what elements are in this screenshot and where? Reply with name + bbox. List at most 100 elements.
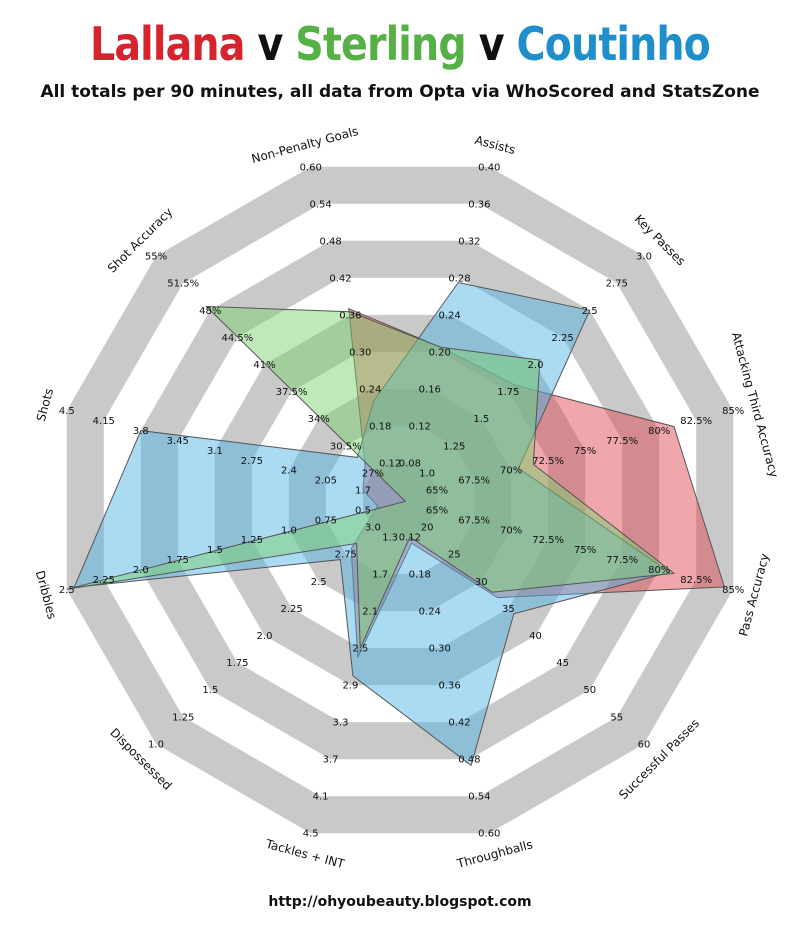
tick-label: 50 <box>583 685 596 696</box>
tick-label: 55% <box>145 252 167 263</box>
tick-label: 27% <box>362 468 384 479</box>
axis-label: Non-Penalty Goals <box>250 124 360 166</box>
tick-label: 55 <box>610 712 623 723</box>
tick-label: 60 <box>638 740 651 751</box>
tick-label: 0.16 <box>419 384 441 395</box>
tick-label: 65% <box>426 486 448 497</box>
tick-label: 77.5% <box>606 555 638 566</box>
tick-label: 2.0 <box>257 631 273 642</box>
tick-label: 0.08 <box>399 459 421 470</box>
tick-label: 72.5% <box>532 456 564 467</box>
tick-label: 1.0 <box>281 525 297 536</box>
tick-label: 3.0 <box>365 523 381 534</box>
tick-label: 0.60 <box>300 162 322 173</box>
tick-label: 1.25 <box>443 441 465 452</box>
tick-label: 45 <box>556 658 569 669</box>
tick-label: 34% <box>308 414 330 425</box>
tick-label: 2.75 <box>335 550 357 561</box>
tick-label: 4.15 <box>93 416 115 427</box>
tick-label: 2.05 <box>315 476 337 487</box>
tick-label: 0.5 <box>355 505 371 516</box>
tick-label: 4.1 <box>313 792 329 803</box>
axis-label: Dribbles <box>33 569 59 621</box>
series-polygon-lallana <box>348 307 726 658</box>
radar-grid <box>66 166 734 834</box>
tick-label: 0.20 <box>429 347 451 358</box>
radar-tick-labels: 0.080.120.160.200.240.280.320.360.401.01… <box>59 162 744 839</box>
tick-label: 2.1 <box>362 607 378 618</box>
tick-label: 1.75 <box>167 555 189 566</box>
tick-label: 85% <box>722 585 744 596</box>
tick-label: 20 <box>421 523 434 534</box>
tick-label: 0.54 <box>309 199 331 210</box>
tick-label: 1.75 <box>497 387 519 398</box>
tick-label: 1.0 <box>148 740 164 751</box>
axis-label: Throughballs <box>455 837 535 871</box>
tick-label: 72.5% <box>532 535 564 546</box>
title-part-0: Lallana <box>89 17 245 71</box>
tick-label: 25 <box>448 550 461 561</box>
tick-label: 0.32 <box>458 236 480 247</box>
tick-label: 0.75 <box>315 515 337 526</box>
tick-label: 1.25 <box>241 535 263 546</box>
tick-label: 85% <box>722 406 744 417</box>
grid-band-4 <box>362 462 438 538</box>
tick-label: 1.75 <box>226 658 248 669</box>
axis-label: Attacking Third Accuracy <box>729 331 781 479</box>
tick-label: 0.30 <box>349 347 371 358</box>
footer-url: http://ohyoubeauty.blogspot.com <box>268 894 532 910</box>
grid-band-3 <box>288 388 512 612</box>
tick-label: 82.5% <box>680 416 712 427</box>
tick-label: 77.5% <box>606 436 638 447</box>
tick-label: 0.12 <box>409 421 431 432</box>
tick-label: 44.5% <box>222 333 254 344</box>
tick-label: 67.5% <box>458 476 490 487</box>
tick-label: 0.48 <box>319 236 341 247</box>
tick-label: 0.42 <box>329 273 351 284</box>
tick-label: 3.45 <box>167 436 189 447</box>
tick-label: 0.36 <box>468 199 490 210</box>
title-part-1: v <box>244 17 296 71</box>
tick-label: 4.5 <box>59 406 75 417</box>
tick-label: 2.4 <box>281 466 297 477</box>
tick-label: 48% <box>199 306 221 317</box>
tick-label: 70% <box>500 466 522 477</box>
tick-label: 30 <box>475 577 488 588</box>
tick-label: 1.5 <box>207 545 223 556</box>
tick-label: 0.54 <box>468 792 490 803</box>
title-part-4: Coutinho <box>516 17 711 71</box>
tick-label: 51.5% <box>167 279 199 290</box>
chart-title: Lallana v Sterling v Coutinho <box>56 14 744 74</box>
tick-label: 0.28 <box>448 273 470 284</box>
tick-label: 35 <box>502 604 515 615</box>
tick-label: 0.18 <box>369 421 391 432</box>
tick-label: 2.25 <box>551 333 573 344</box>
tick-label: 2.0 <box>528 360 544 371</box>
tick-label: 2.5 <box>352 644 368 655</box>
tick-label: 75% <box>574 446 596 457</box>
tick-label: 4.5 <box>303 829 319 840</box>
tick-label: 0.40 <box>478 162 500 173</box>
chart-subtitle: All totals per 90 minutes, all data from… <box>40 82 760 102</box>
tick-label: 67.5% <box>458 515 490 526</box>
tick-label: 1.7 <box>355 486 371 497</box>
tick-label: 40 <box>529 631 542 642</box>
tick-label: 1.7 <box>372 570 388 581</box>
tick-label: 0.12 <box>399 533 421 544</box>
tick-label: 2.25 <box>280 604 302 615</box>
tick-label: 41% <box>253 360 275 371</box>
tick-label: 3.7 <box>323 755 339 766</box>
axis-label: Tackles + INT <box>263 837 346 872</box>
tick-label: 1.0 <box>419 468 435 479</box>
tick-label: 70% <box>500 525 522 536</box>
tick-label: 80% <box>648 426 670 437</box>
tick-label: 2.5 <box>582 306 598 317</box>
tick-label: 0.60 <box>478 829 500 840</box>
radar-series <box>66 281 726 767</box>
title-part-2: Sterling <box>295 17 466 71</box>
tick-label: 0.12 <box>379 459 401 470</box>
tick-label: 2.25 <box>93 575 115 586</box>
tick-label: 82.5% <box>680 575 712 586</box>
tick-label: 1.25 <box>172 712 194 723</box>
tick-label: 3.3 <box>333 718 349 729</box>
